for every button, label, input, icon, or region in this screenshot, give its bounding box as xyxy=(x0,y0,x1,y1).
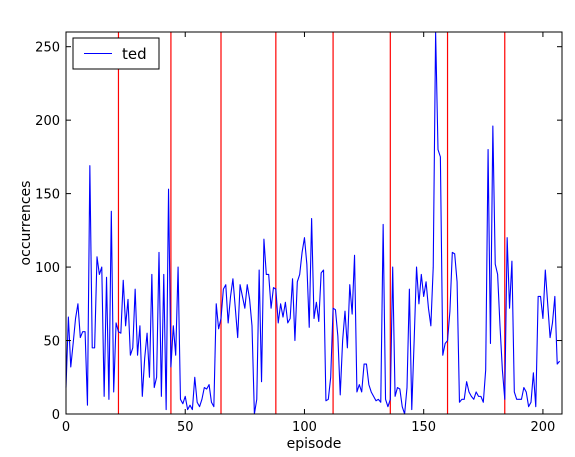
x-tick-label: 150 xyxy=(411,420,436,435)
series-line-ted xyxy=(65,31,561,415)
plot-frame xyxy=(65,31,563,415)
x-axis-label: episode xyxy=(287,436,342,452)
y-tick-label: 0 xyxy=(52,408,60,423)
x-tick-label: 50 xyxy=(177,420,194,435)
legend-label-ted: ted xyxy=(122,45,147,63)
y-tick-label: 50 xyxy=(43,335,60,350)
x-tick-label: 200 xyxy=(531,420,556,435)
legend: ted xyxy=(72,37,160,70)
axis-ticks: 0 50 100 150 200 0 50 100 150 200 250 xyxy=(35,32,562,435)
plot-background xyxy=(66,32,562,414)
vertical-marker-lines xyxy=(117,32,506,414)
y-tick-label: 150 xyxy=(35,188,60,203)
x-tick-label: 100 xyxy=(292,420,317,435)
y-tick-label: 100 xyxy=(35,261,60,276)
y-tick-label: 250 xyxy=(35,41,60,56)
y-axis-label: occurrences xyxy=(18,181,34,266)
x-tick-label: 0 xyxy=(62,420,70,435)
y-tick-label: 200 xyxy=(35,114,60,129)
